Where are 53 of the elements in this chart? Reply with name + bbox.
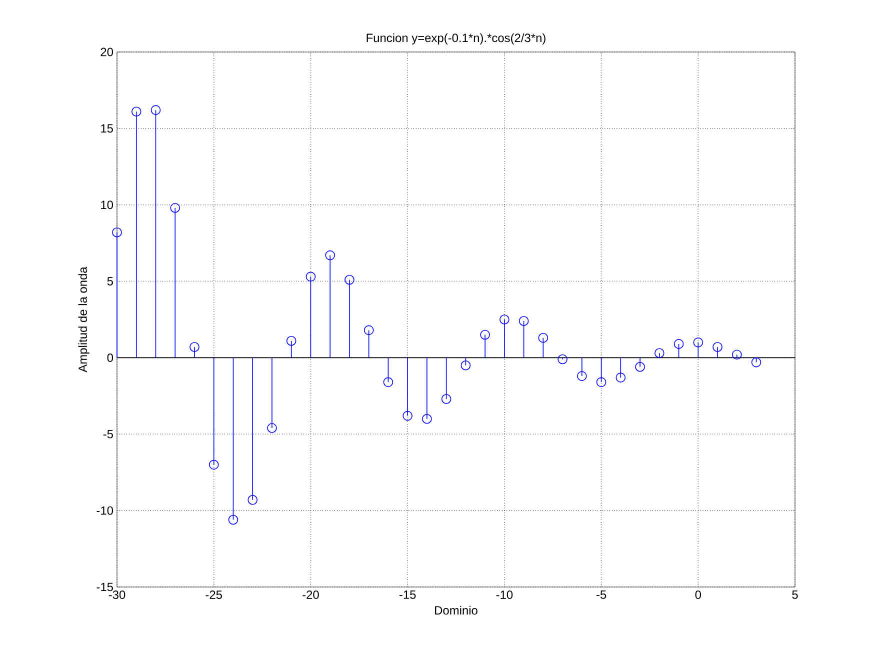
point <box>248 494 258 505</box>
point <box>480 330 490 340</box>
point <box>712 342 722 352</box>
y-tick-label: -5 <box>103 430 113 438</box>
y-tick-label: 5 <box>107 277 113 286</box>
x-tick-label: -15 <box>399 590 416 599</box>
y-tick-label: 10 <box>101 200 114 210</box>
y-tick-label: 0 <box>107 353 114 362</box>
x-tick-label: 0 <box>695 590 702 599</box>
point <box>616 372 626 382</box>
point <box>518 316 529 326</box>
y-axis-title: Amplitud de la onda <box>78 266 90 372</box>
point <box>286 336 296 346</box>
point <box>112 227 122 238</box>
point <box>170 203 180 213</box>
x-tick-label: -5 <box>596 590 606 599</box>
point <box>732 350 742 360</box>
point <box>228 514 238 525</box>
point <box>460 360 471 370</box>
chart-title: Funcion y=exp(-0.1*n).*cos(2/3*n) <box>366 33 546 44</box>
point <box>635 362 645 372</box>
point <box>441 394 452 404</box>
point <box>751 357 762 368</box>
point <box>383 377 394 388</box>
y-tick-label: 15 <box>101 124 113 133</box>
x-tick-label: -25 <box>206 590 222 599</box>
point <box>402 410 412 421</box>
point <box>654 348 664 358</box>
point <box>577 371 587 381</box>
x-tick-label: -30 <box>108 590 126 599</box>
point <box>538 332 548 343</box>
point <box>131 106 142 117</box>
point <box>325 250 335 260</box>
point <box>422 414 432 424</box>
point <box>150 105 161 115</box>
point <box>674 339 684 349</box>
point <box>693 338 704 348</box>
point <box>344 274 354 285</box>
point <box>190 342 200 352</box>
point <box>364 325 374 336</box>
x-tick-label: -20 <box>302 590 319 599</box>
point <box>558 354 568 364</box>
y-tick-label: -15 <box>96 582 113 592</box>
y-tick-label: -10 <box>96 506 114 515</box>
point <box>306 272 316 282</box>
point <box>267 423 277 433</box>
x-tick-label: 5 <box>792 590 798 599</box>
x-tick-label: -10 <box>496 590 513 599</box>
point <box>500 314 510 324</box>
x-axis-title: Dominio <box>435 606 478 615</box>
point <box>596 377 606 388</box>
y-tick-label: 20 <box>100 48 114 56</box>
point <box>208 460 219 470</box>
